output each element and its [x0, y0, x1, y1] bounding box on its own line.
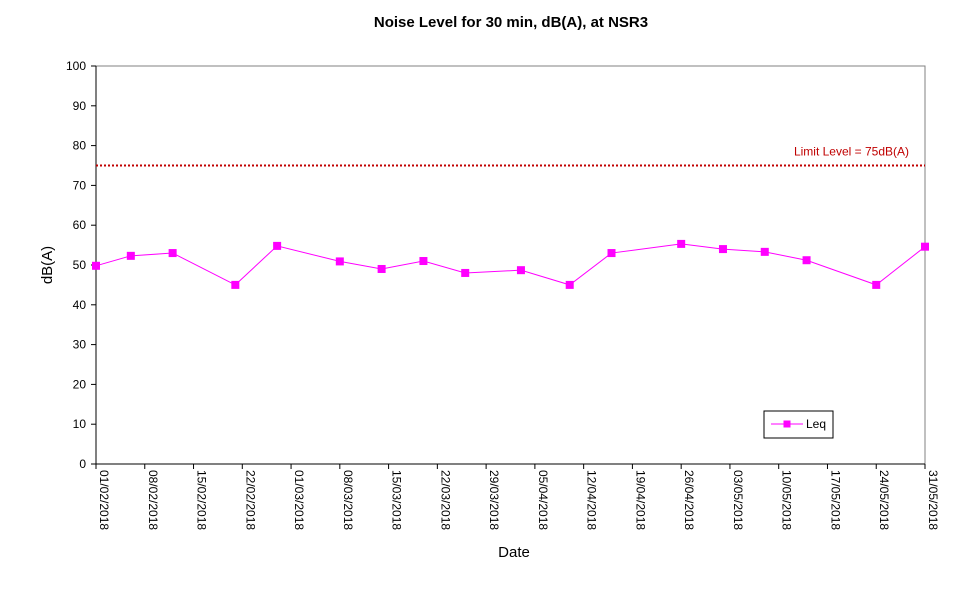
- x-tick-label: 01/03/2018: [292, 470, 306, 530]
- y-tick-label: 50: [73, 258, 87, 272]
- data-point: [273, 241, 282, 250]
- x-axis-label: Date: [498, 544, 530, 561]
- x-tick-label: 08/02/2018: [146, 470, 160, 530]
- data-point: [872, 280, 881, 289]
- series-group: [92, 239, 929, 289]
- x-tick-label: 31/05/2018: [926, 470, 940, 530]
- data-point: [802, 256, 811, 265]
- x-tick-label: 12/04/2018: [585, 470, 599, 530]
- limit-label: Limit Level = 75dB(A): [794, 145, 909, 159]
- data-point: [461, 268, 470, 277]
- data-point: [231, 280, 240, 289]
- data-point: [565, 280, 574, 289]
- x-tick-label: 05/04/2018: [536, 470, 550, 530]
- y-tick-label: 60: [73, 218, 87, 232]
- x-tick-label: 26/04/2018: [682, 470, 696, 530]
- x-tick-label: 24/05/2018: [877, 470, 891, 530]
- data-point: [377, 264, 386, 273]
- data-point: [419, 257, 428, 266]
- y-axis-label: dB(A): [39, 246, 56, 284]
- reference-lines: Limit Level = 75dB(A): [96, 145, 925, 167]
- x-tick-label: 19/04/2018: [633, 470, 647, 530]
- y-tick-label: 90: [73, 99, 87, 113]
- x-tick-label: 15/03/2018: [390, 470, 404, 530]
- x-tick-label: 22/02/2018: [243, 470, 257, 530]
- data-point: [677, 239, 686, 248]
- y-tick-label: 40: [73, 298, 87, 312]
- x-axis-ticks: 01/02/2018 08/02/2018 15/02/2018 22/02/2018…: [95, 463, 940, 530]
- y-tick-label: 0: [79, 457, 86, 471]
- x-tick-label: 08/03/2018: [341, 470, 355, 530]
- data-point: [335, 257, 344, 266]
- data-point: [126, 251, 135, 260]
- legend-marker: [783, 420, 791, 428]
- series-line-leq: [95, 243, 926, 286]
- y-axis-ticks: 0 10 20 30 40 50 60 70 80 90 100: [66, 59, 97, 471]
- y-tick-label: 20: [73, 377, 87, 391]
- data-point: [168, 249, 177, 258]
- x-tick-label: 15/02/2018: [195, 470, 209, 530]
- plot-frame: [95, 65, 926, 465]
- chart-title: Noise Level for 30 min, dB(A), at NSR3: [374, 14, 648, 31]
- legend: Leq: [763, 410, 834, 439]
- y-tick-label: 10: [73, 417, 87, 431]
- legend-label: Leq: [806, 417, 826, 431]
- x-tick-label: 03/05/2018: [731, 470, 745, 530]
- data-point: [921, 242, 929, 251]
- x-tick-label: 17/05/2018: [828, 470, 842, 530]
- x-tick-label: 01/02/2018: [97, 470, 111, 530]
- x-tick-label: 10/05/2018: [780, 470, 794, 530]
- data-point: [516, 266, 525, 275]
- x-tick-label: 29/03/2018: [487, 470, 501, 530]
- x-tick-label: 22/03/2018: [438, 470, 452, 530]
- plot-area: [95, 65, 926, 465]
- data-point: [92, 261, 100, 270]
- data-point: [607, 249, 616, 258]
- y-tick-label: 80: [73, 139, 87, 153]
- y-tick-label: 30: [73, 338, 87, 352]
- y-tick-label: 70: [73, 178, 87, 192]
- data-point: [760, 247, 769, 256]
- y-tick-label: 100: [66, 59, 86, 73]
- data-point: [718, 245, 727, 254]
